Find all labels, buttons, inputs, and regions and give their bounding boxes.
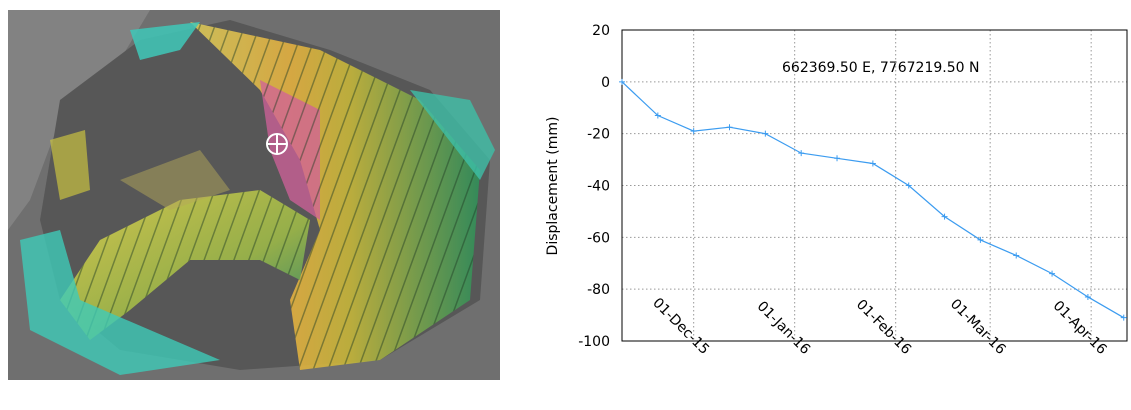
- plot-frame: [621, 29, 1128, 342]
- y-tick-label: -20: [587, 127, 610, 143]
- data-point: [1013, 252, 1020, 259]
- data-point: [726, 124, 733, 131]
- x-tick-label: 01-Mar-16: [947, 296, 1009, 358]
- data-point: [905, 182, 912, 189]
- y-tick-label: -60: [587, 230, 610, 246]
- x-tick-label: 01-Dec-15: [649, 295, 712, 358]
- data-line: [621, 81, 1125, 319]
- x-tick-label: 01-Jan-16: [754, 298, 814, 358]
- data-point: [762, 130, 769, 137]
- y-tick-label: 0: [601, 75, 610, 91]
- y-tick-label: -40: [587, 179, 610, 195]
- data-point: [798, 150, 805, 157]
- data-point: [941, 213, 948, 220]
- data-point: [834, 155, 841, 162]
- y-tick-label: -80: [587, 282, 610, 298]
- satellite-image: [8, 10, 500, 380]
- data-point: [654, 112, 661, 119]
- data-point: [1049, 270, 1056, 277]
- data-point: [619, 78, 625, 85]
- x-tick-label: 01-Apr-16: [1050, 298, 1110, 358]
- y-axis-label: Displacement (mm): [545, 117, 561, 256]
- data-point: [1120, 314, 1127, 321]
- annotation: 662369.50 E, 7767219.50 N: [782, 60, 979, 76]
- data-point: [1084, 293, 1091, 300]
- data-point: [869, 160, 876, 167]
- y-tick-label: -100: [578, 334, 610, 350]
- y-tick-label: 20: [592, 23, 610, 39]
- data-point: [690, 128, 697, 135]
- x-tick-label: 01-Feb-16: [853, 297, 914, 358]
- data-point: [977, 236, 984, 243]
